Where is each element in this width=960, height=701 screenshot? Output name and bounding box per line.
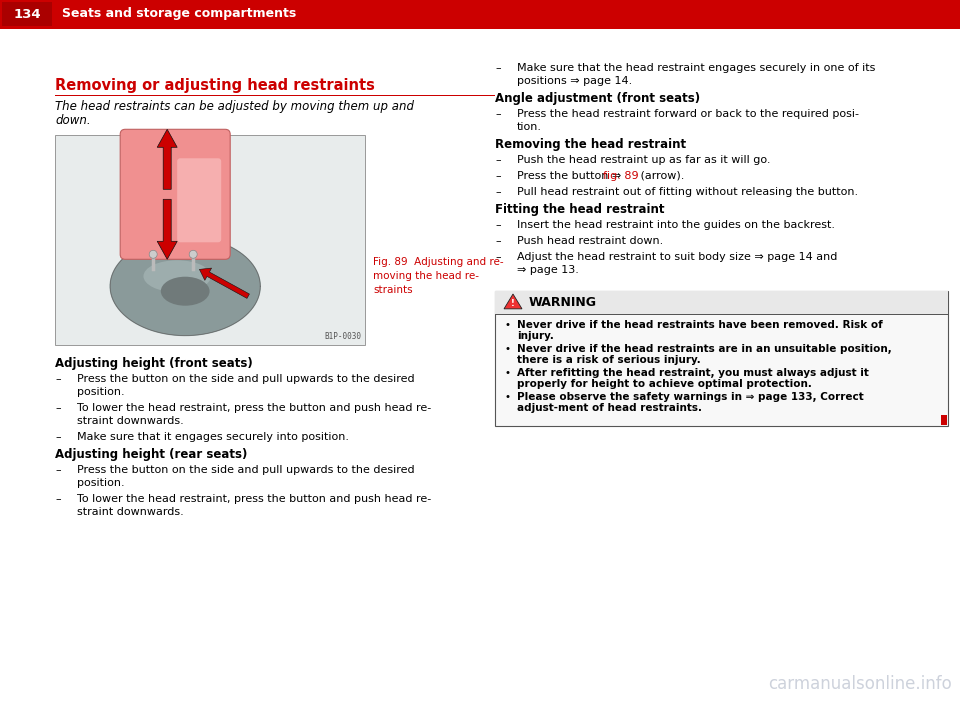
Text: Press the head restraint forward or back to the required posi-: Press the head restraint forward or back… <box>517 109 859 119</box>
Text: Fitting the head restraint: Fitting the head restraint <box>495 203 664 216</box>
Text: •: • <box>505 344 511 354</box>
Text: straint downwards.: straint downwards. <box>77 507 183 517</box>
Text: tion.: tion. <box>517 122 542 132</box>
Text: Adjusting height (front seats): Adjusting height (front seats) <box>55 357 252 370</box>
Ellipse shape <box>143 260 211 292</box>
Text: •: • <box>505 392 511 402</box>
Text: Angle adjustment (front seats): Angle adjustment (front seats) <box>495 92 700 105</box>
Text: position.: position. <box>77 387 125 397</box>
Text: Removing or adjusting head restraints: Removing or adjusting head restraints <box>55 78 374 93</box>
Text: Press the button on the side and pull upwards to the desired: Press the button on the side and pull up… <box>77 465 415 475</box>
Text: Pull head restraint out of fitting without releasing the button.: Pull head restraint out of fitting witho… <box>517 187 858 197</box>
Text: Adjust the head restraint to suit body size ⇒ page 14 and: Adjust the head restraint to suit body s… <box>517 252 837 262</box>
FancyArrow shape <box>157 199 178 259</box>
Text: Please observe the safety warnings in ⇒ page 133, Correct: Please observe the safety warnings in ⇒ … <box>517 392 864 402</box>
Text: carmanualsonline.info: carmanualsonline.info <box>768 675 952 693</box>
Text: To lower the head restraint, press the button and push head re-: To lower the head restraint, press the b… <box>77 403 431 413</box>
Text: straint downwards.: straint downwards. <box>77 416 183 426</box>
Text: After refitting the head restraint, you must always adjust it: After refitting the head restraint, you … <box>517 368 869 378</box>
Text: 134: 134 <box>13 8 41 20</box>
Bar <box>0 0 52 28</box>
Text: –: – <box>55 403 60 413</box>
Text: Never drive if the head restraints are in an unsuitable position,: Never drive if the head restraints are i… <box>517 344 892 354</box>
FancyBboxPatch shape <box>120 129 230 259</box>
Text: Push the head restraint up as far as it will go.: Push the head restraint up as far as it … <box>517 155 771 165</box>
Text: –: – <box>495 63 500 73</box>
Text: Removing the head restraint: Removing the head restraint <box>495 138 686 151</box>
Text: Push head restraint down.: Push head restraint down. <box>517 236 663 246</box>
Text: adjust-ment of head restraints.: adjust-ment of head restraints. <box>517 403 702 413</box>
Text: –: – <box>495 187 500 197</box>
Circle shape <box>189 250 197 258</box>
Text: –: – <box>495 171 500 181</box>
Text: WARNING: WARNING <box>529 297 597 310</box>
Bar <box>495 291 948 426</box>
Bar <box>0 28 960 29</box>
Text: !: ! <box>511 299 515 308</box>
FancyArrow shape <box>200 268 250 299</box>
Text: straints: straints <box>373 285 413 295</box>
Text: B1P-0030: B1P-0030 <box>324 332 361 341</box>
Text: positions ⇒ page 14.: positions ⇒ page 14. <box>517 76 633 86</box>
Text: fig. 89: fig. 89 <box>604 171 639 181</box>
Text: position.: position. <box>77 478 125 488</box>
Bar <box>2 2 52 26</box>
Bar <box>941 415 947 425</box>
Text: Press the button on the side and pull upwards to the desired: Press the button on the side and pull up… <box>77 374 415 384</box>
Text: properly for height to achieve optimal protection.: properly for height to achieve optimal p… <box>517 379 812 389</box>
Text: Make sure that it engages securely into position.: Make sure that it engages securely into … <box>77 432 349 442</box>
Bar <box>495 28 960 29</box>
Text: –: – <box>55 432 60 442</box>
Text: down.: down. <box>55 114 90 127</box>
Text: moving the head re-: moving the head re- <box>373 271 479 281</box>
Text: (arrow).: (arrow). <box>637 171 684 181</box>
Polygon shape <box>504 294 522 309</box>
Text: –: – <box>495 252 500 262</box>
Text: Press the button ⇒: Press the button ⇒ <box>517 171 621 181</box>
Bar <box>0 0 960 28</box>
Text: injury.: injury. <box>517 331 554 341</box>
Text: Seats and storage compartments: Seats and storage compartments <box>62 8 297 20</box>
Ellipse shape <box>161 277 209 306</box>
Text: •: • <box>505 320 511 330</box>
Text: To lower the head restraint, press the button and push head re-: To lower the head restraint, press the b… <box>77 494 431 504</box>
Text: –: – <box>55 494 60 504</box>
Text: Insert the head restraint into the guides on the backrest.: Insert the head restraint into the guide… <box>517 220 835 230</box>
Polygon shape <box>110 237 260 336</box>
Text: –: – <box>495 155 500 165</box>
Text: –: – <box>495 236 500 246</box>
Text: The head restraints can be adjusted by moving them up and: The head restraints can be adjusted by m… <box>55 100 414 113</box>
Text: •: • <box>505 368 511 378</box>
Text: –: – <box>495 109 500 119</box>
Circle shape <box>149 250 157 258</box>
Text: Never drive if the head restraints have been removed. Risk of: Never drive if the head restraints have … <box>517 320 883 330</box>
Bar <box>55 95 495 96</box>
Bar <box>495 291 948 315</box>
Text: Fig. 89  Adjusting and re-: Fig. 89 Adjusting and re- <box>373 257 504 267</box>
Text: –: – <box>495 220 500 230</box>
Text: Make sure that the head restraint engages securely in one of its: Make sure that the head restraint engage… <box>517 63 876 73</box>
FancyBboxPatch shape <box>178 158 221 243</box>
Text: –: – <box>55 374 60 384</box>
FancyArrow shape <box>157 129 178 189</box>
Text: there is a risk of serious injury.: there is a risk of serious injury. <box>517 355 701 365</box>
Text: Adjusting height (rear seats): Adjusting height (rear seats) <box>55 448 248 461</box>
Text: –: – <box>55 465 60 475</box>
Text: ⇒ page 13.: ⇒ page 13. <box>517 265 579 275</box>
Bar <box>55 135 365 345</box>
